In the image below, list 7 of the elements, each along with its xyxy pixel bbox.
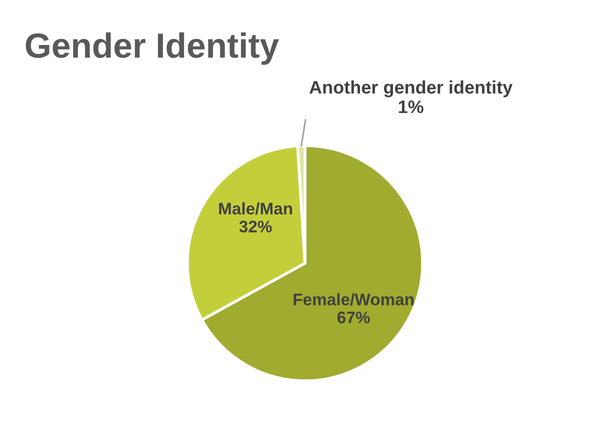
data-label: 67% — [338, 312, 370, 324]
slice-label: Another gender identity — [309, 80, 513, 98]
chart-title: Gender Identity — [26, 32, 279, 65]
slice-label: Female/Woman — [294, 293, 414, 306]
data-label: 1% — [398, 100, 424, 114]
slice-label: Male/Man — [219, 202, 292, 215]
data-label: 32% — [239, 220, 272, 233]
